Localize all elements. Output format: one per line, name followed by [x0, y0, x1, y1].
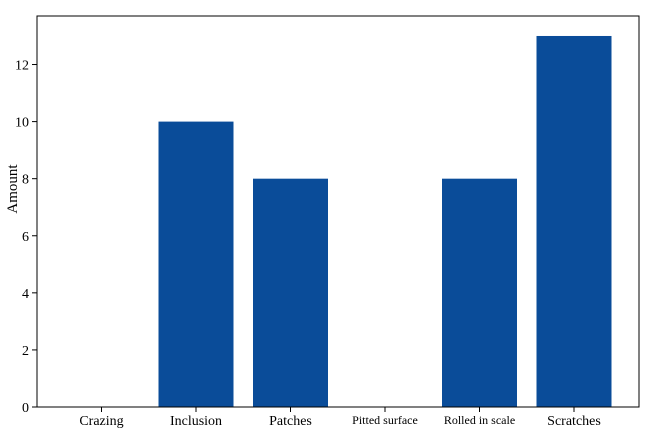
y-tick-label: 8: [22, 173, 29, 188]
y-tick-label: 4: [22, 287, 29, 302]
bar-scratches: [536, 35, 612, 408]
x-tick-label-crazing: Crazing: [79, 414, 123, 429]
x-tick-label-scratches: Scratches: [547, 414, 601, 429]
x-tick-label-rolled-in-scale: Rolled in scale: [444, 413, 515, 427]
x-tick-label-pitted-surface: Pitted surface: [352, 413, 418, 427]
bars: [158, 35, 612, 408]
y-tick-label: 2: [22, 344, 29, 359]
y-axis: 0 2 4 6 8 10 12: [15, 59, 37, 416]
x-tick-label-inclusion: Inclusion: [170, 414, 222, 429]
y-tick-label: 12: [15, 59, 29, 74]
plot-frame: [36, 15, 640, 408]
y-tick-label: 10: [15, 116, 29, 131]
bar-rolled-in-scale: [442, 178, 517, 407]
y-axis-title: Amount: [5, 164, 21, 214]
y-tick-label: 6: [22, 230, 29, 245]
bar-patches: [253, 178, 328, 407]
bar-inclusion: [158, 121, 234, 407]
y-tick-label: 0: [22, 401, 29, 416]
x-tick-label-patches: Patches: [269, 414, 312, 429]
x-axis: Crazing Inclusion Patches Pitted surface Rol…: [79, 407, 601, 429]
